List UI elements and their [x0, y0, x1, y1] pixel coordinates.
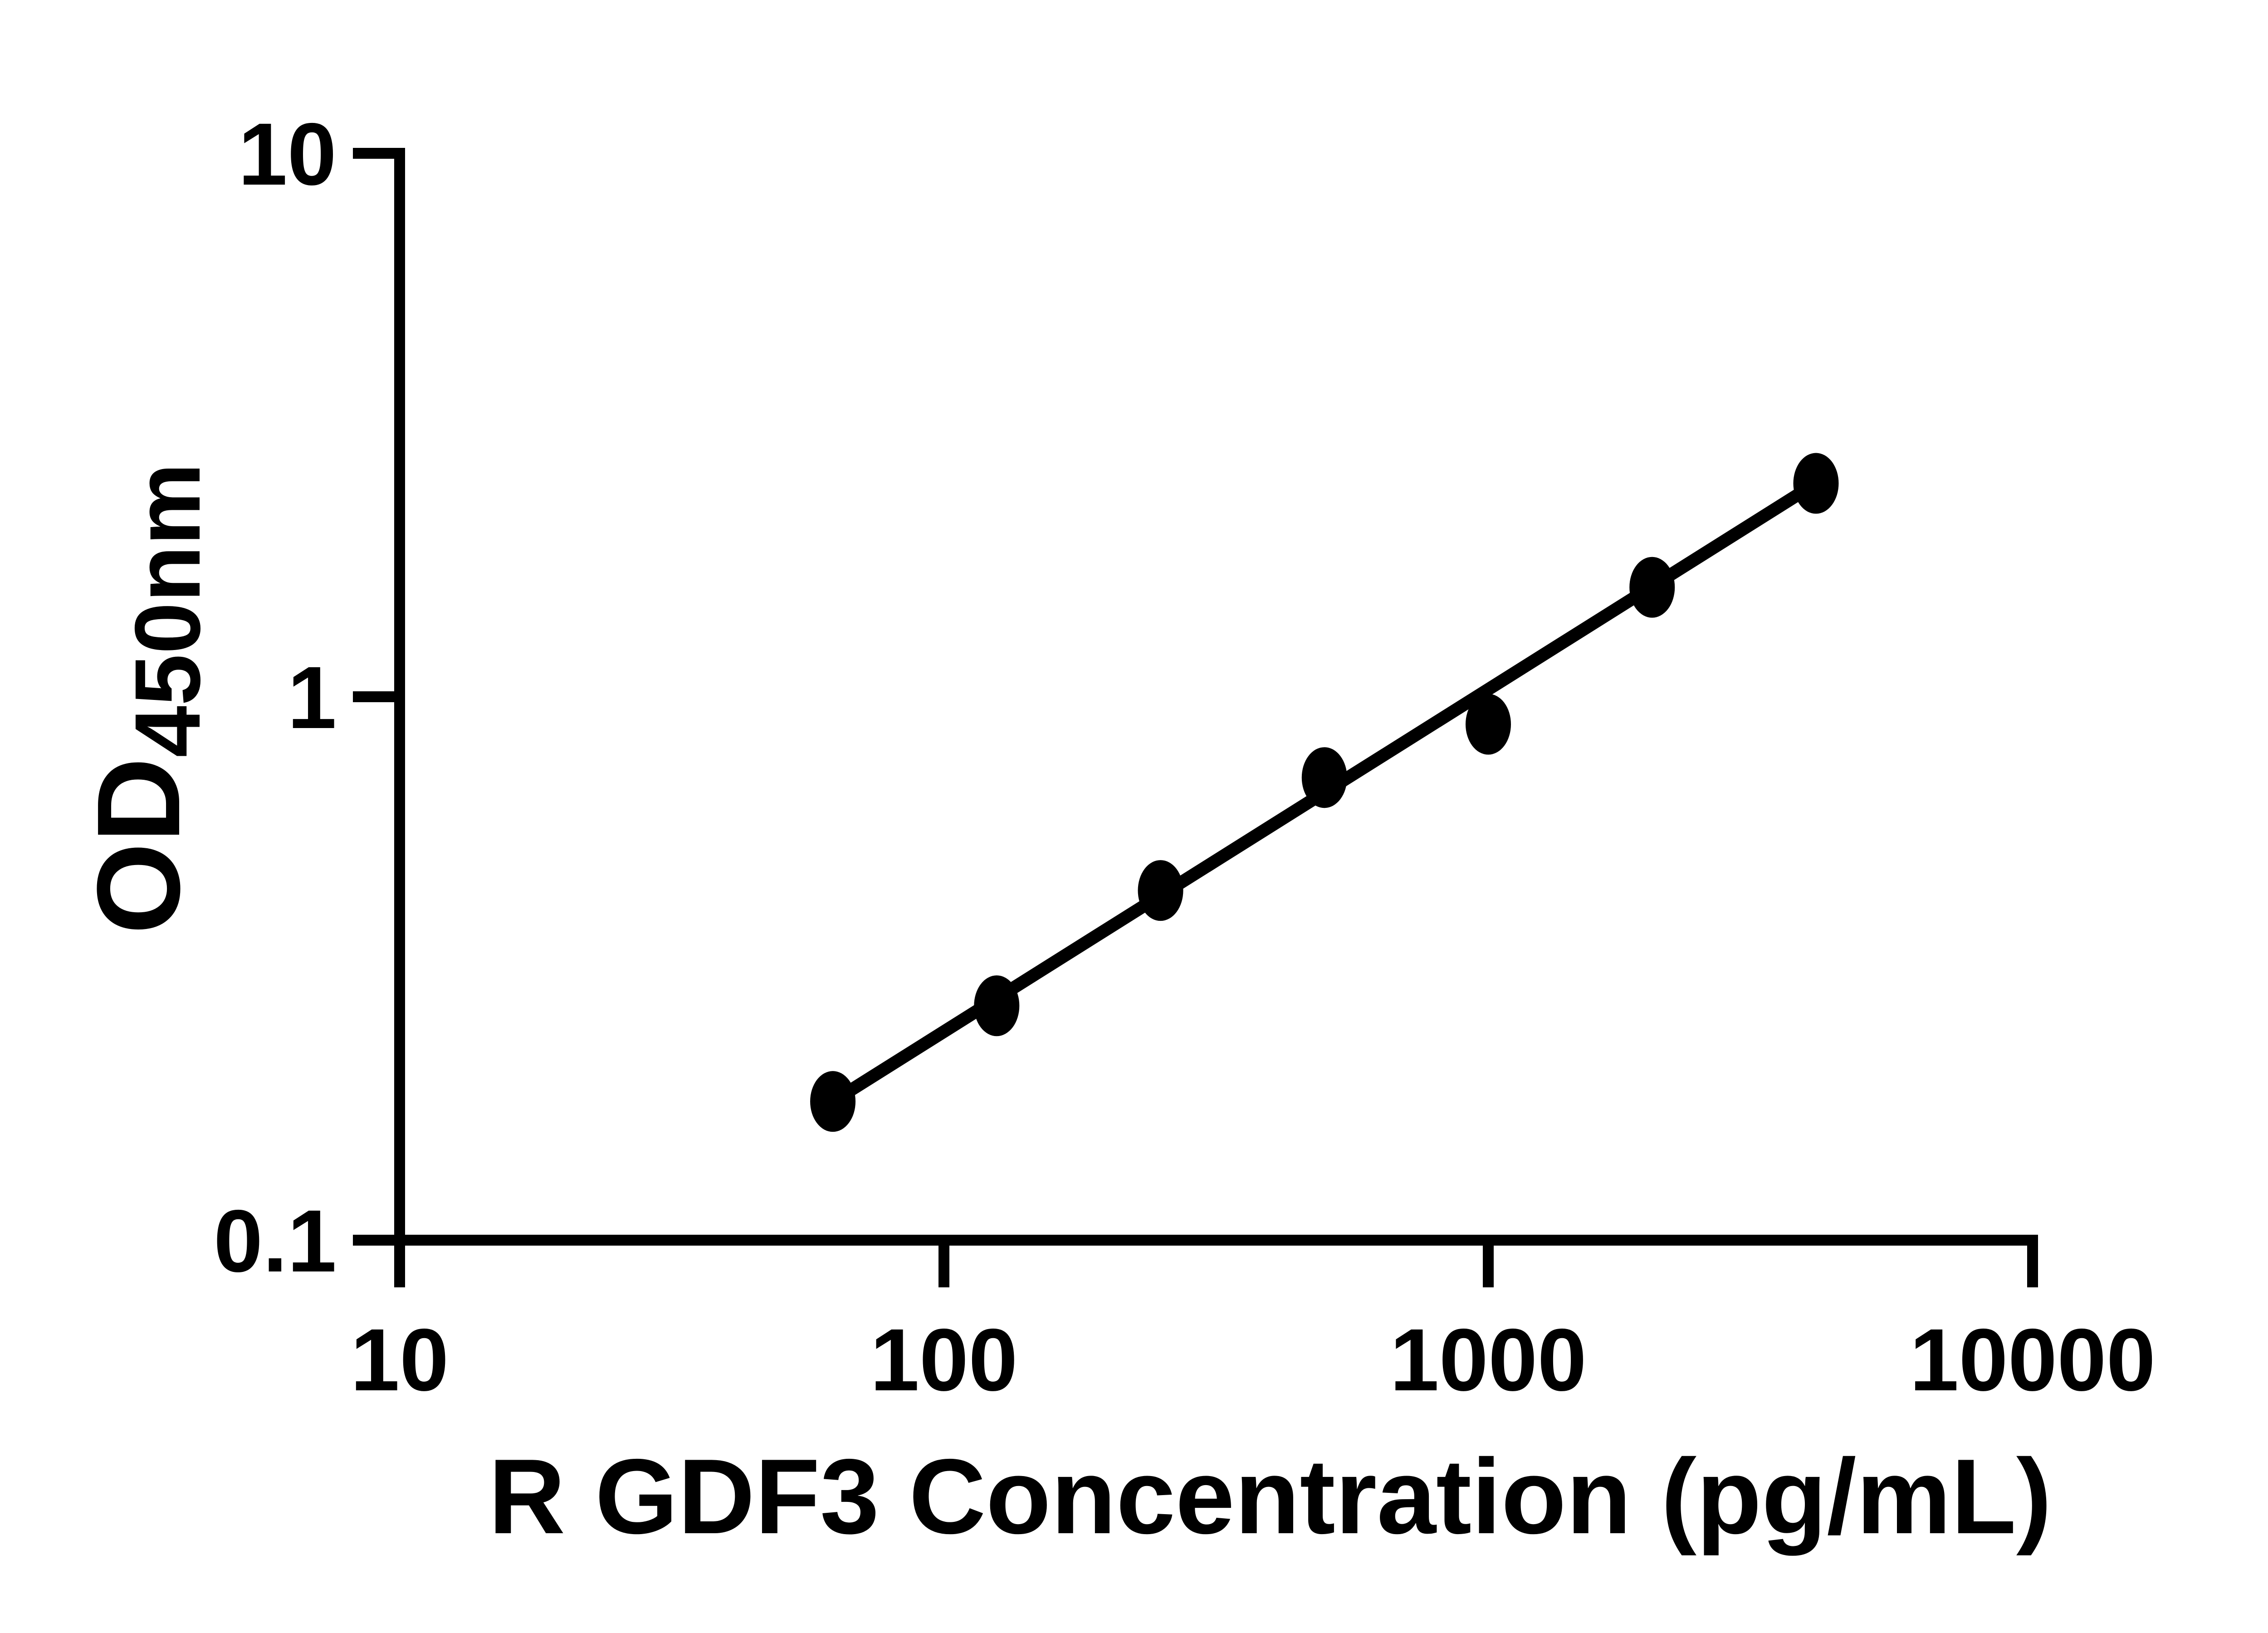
data-series	[810, 453, 1839, 1132]
y-axis-ticks	[353, 148, 400, 1246]
y-axis-title-main: OD	[73, 758, 205, 934]
x-axis-ticks	[394, 1240, 2038, 1287]
y-tick-label: 0.1	[214, 1192, 337, 1291]
data-point	[810, 1071, 856, 1132]
y-axis-tick-labels: 10 1 0.1	[214, 105, 337, 1291]
y-axis-title-subscript: 450nm	[116, 463, 220, 758]
y-tick-label: 1	[288, 648, 337, 747]
x-tick-label: 1000	[1390, 1310, 1587, 1409]
x-tick-label: 100	[870, 1310, 1017, 1409]
y-axis-title: OD450nm	[73, 463, 220, 934]
data-point	[1138, 860, 1183, 921]
data-point	[1793, 453, 1839, 514]
data-point	[974, 975, 1020, 1037]
x-tick-label: 10000	[1910, 1310, 2156, 1409]
data-point	[1466, 694, 1511, 755]
x-tick-label: 10	[351, 1310, 449, 1409]
data-point	[1301, 747, 1347, 808]
x-axis-title: R GDF3 Concentration (pg/mL)	[489, 1437, 2052, 1556]
data-point	[1629, 557, 1675, 618]
y-tick-label: 10	[238, 105, 337, 204]
x-axis-tick-labels: 10 100 1000 10000	[351, 1310, 2156, 1409]
